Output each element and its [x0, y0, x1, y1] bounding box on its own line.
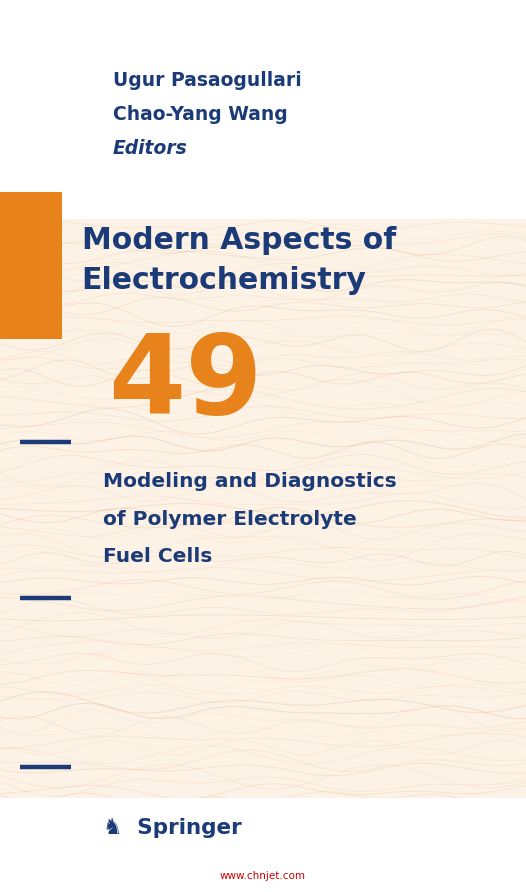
Text: Ugur Pasaogullari: Ugur Pasaogullari	[113, 70, 302, 90]
Text: Electrochemistry: Electrochemistry	[82, 267, 367, 295]
FancyBboxPatch shape	[0, 219, 526, 798]
Text: Modeling and Diagnostics: Modeling and Diagnostics	[103, 472, 396, 491]
Text: Editors: Editors	[113, 138, 188, 158]
Text: ♞  Springer: ♞ Springer	[103, 818, 241, 838]
FancyBboxPatch shape	[0, 192, 62, 339]
FancyBboxPatch shape	[0, 0, 526, 219]
Text: Fuel Cells: Fuel Cells	[103, 547, 212, 566]
Text: www.chnjet.com: www.chnjet.com	[220, 871, 306, 881]
Text: Modern Aspects of: Modern Aspects of	[82, 227, 396, 255]
Text: 49: 49	[108, 330, 262, 437]
Text: Chao-Yang Wang: Chao-Yang Wang	[113, 104, 288, 124]
Text: of Polymer Electrolyte: of Polymer Electrolyte	[103, 509, 356, 529]
FancyBboxPatch shape	[0, 798, 526, 892]
